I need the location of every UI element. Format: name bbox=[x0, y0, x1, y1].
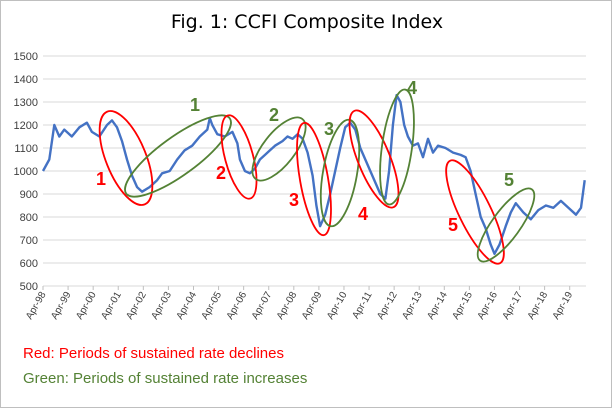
x-tick-label: Apr-19 bbox=[551, 290, 576, 322]
annotation-label: 3 bbox=[289, 190, 299, 210]
annotation-ellipse bbox=[98, 110, 154, 206]
x-tick-label: Apr-98 bbox=[24, 290, 49, 322]
y-tick-label: 500 bbox=[20, 281, 38, 293]
y-tick-label: 1400 bbox=[14, 74, 38, 86]
x-tick-label: Apr-16 bbox=[476, 290, 501, 322]
x-tick-label: Apr-06 bbox=[225, 290, 250, 322]
x-tick-label: Apr-04 bbox=[175, 290, 200, 322]
x-tick-label: Apr-01 bbox=[99, 290, 124, 322]
legend-note-red: Red: Periods of sustained rate declines bbox=[23, 345, 284, 362]
x-tick-label: Apr-00 bbox=[74, 290, 99, 322]
y-tick-label: 1100 bbox=[14, 143, 38, 155]
annotation-ellipse bbox=[251, 116, 307, 182]
y-tick-label: 700 bbox=[20, 235, 38, 247]
y-tick-label: 1500 bbox=[14, 51, 38, 63]
annotation-label: 2 bbox=[269, 105, 279, 125]
x-tick-label: Apr-12 bbox=[375, 290, 400, 322]
x-tick-label: Apr-07 bbox=[250, 290, 275, 322]
annotation-ellipse bbox=[124, 114, 232, 198]
annotation-label: 4 bbox=[407, 78, 417, 98]
chart-title: Fig. 1: CCFI Composite Index bbox=[170, 11, 444, 33]
x-tick-label: Apr-99 bbox=[49, 290, 74, 322]
annotation-label: 1 bbox=[190, 95, 200, 115]
annotation-ellipse bbox=[379, 88, 415, 206]
annotation-label: 5 bbox=[448, 215, 458, 235]
annotation-label: 1 bbox=[96, 169, 106, 189]
y-tick-label: 1200 bbox=[14, 120, 38, 132]
x-tick-label: Apr-08 bbox=[275, 290, 300, 322]
x-tick-label: Apr-11 bbox=[350, 290, 374, 321]
x-tick-label: Apr-17 bbox=[501, 290, 526, 322]
x-tick-label: Apr-05 bbox=[200, 290, 225, 322]
annotation-label: 3 bbox=[324, 119, 334, 139]
y-tick-label: 1300 bbox=[14, 97, 38, 109]
annotation-ellipse bbox=[445, 159, 505, 265]
annotation-ellipse bbox=[476, 187, 536, 263]
annotation-label: 2 bbox=[216, 163, 226, 183]
x-tick-label: Apr-02 bbox=[124, 290, 149, 322]
y-tick-label: 800 bbox=[20, 212, 38, 224]
annotation-ellipse bbox=[348, 109, 400, 209]
y-tick-label: 600 bbox=[20, 258, 38, 270]
x-tick-label: Apr-09 bbox=[300, 290, 325, 322]
annotation-ellipse bbox=[220, 114, 258, 200]
x-tick-label: Apr-15 bbox=[450, 290, 475, 322]
x-tick-label: Apr-18 bbox=[526, 290, 551, 322]
x-tick-label: Apr-03 bbox=[149, 290, 174, 322]
annotation-label: 4 bbox=[358, 204, 368, 224]
annotation-label: 5 bbox=[504, 170, 514, 190]
series-line bbox=[41, 93, 586, 255]
x-tick-label: Apr-10 bbox=[325, 290, 350, 322]
x-tick-label: Apr-14 bbox=[425, 290, 450, 322]
legend-note-green: Green: Periods of sustained rate increas… bbox=[23, 370, 308, 387]
x-tick-label: Apr-13 bbox=[400, 290, 425, 322]
annotation-ellipse bbox=[296, 121, 332, 237]
y-tick-label: 1000 bbox=[14, 166, 38, 178]
y-tick-label: 900 bbox=[20, 189, 38, 201]
